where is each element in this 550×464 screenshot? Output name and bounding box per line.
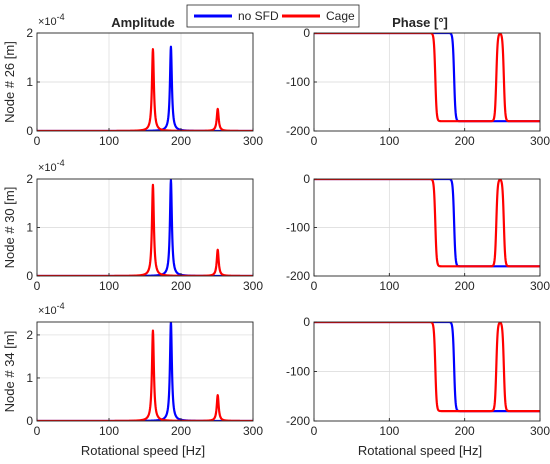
series-group	[37, 322, 253, 421]
grid	[36, 322, 254, 422]
x-tick-label: 200	[455, 134, 475, 148]
x-tick-label: 100	[379, 279, 399, 293]
grid	[36, 32, 254, 132]
xlabel-phase: Rotational speed [Hz]	[358, 443, 482, 458]
series-group	[37, 45, 253, 131]
y-tick-label: 1	[26, 371, 33, 385]
series-line-cage	[314, 179, 540, 268]
legend-box	[186, 4, 360, 28]
y-tick-label: 2	[26, 26, 33, 40]
x-tick-label: 300	[243, 424, 263, 438]
y-tick-label: 0	[303, 26, 310, 40]
x-tick-label: 100	[99, 279, 119, 293]
x-tick-label: 200	[171, 134, 191, 148]
series-line-cage	[37, 329, 253, 421]
x-tick-label: 100	[379, 424, 399, 438]
y-tick-label: -200	[286, 269, 310, 283]
panel-4: 0 100 200 300 0 -100 -200	[286, 172, 550, 293]
grid	[36, 178, 254, 277]
x-tick-label: 100	[379, 134, 399, 148]
x-tick-label: 300	[243, 279, 263, 293]
x-tick-label: 0	[311, 134, 318, 148]
x-tick-label: 200	[171, 279, 191, 293]
y-tick-label: -100	[286, 75, 310, 89]
x-tick-label: 300	[530, 134, 550, 148]
panel-5: 0 100 200 300 0 1 2 Node # 34 [m] ×10-4	[2, 301, 263, 438]
y-exponent-label: ×10-4	[38, 12, 65, 28]
y-tick-label: -200	[286, 124, 310, 138]
series-line-no-sfd	[37, 322, 253, 421]
panel-6: 0 100 200 300 0 -100 -200	[286, 315, 550, 438]
amplitude-title: Amplitude	[111, 15, 175, 30]
y-exponent-power: -4	[57, 158, 65, 168]
x-tick-label: 200	[171, 424, 191, 438]
y-tick-label: 2	[26, 328, 33, 342]
series-line-cage	[37, 48, 253, 131]
series-line-cage	[314, 33, 540, 123]
y-exponent-power: -4	[57, 12, 65, 22]
y-axis-label: Node # 30 [m]	[2, 187, 17, 269]
xlabel-amplitude: Rotational speed [Hz]	[81, 443, 205, 458]
y-axis-label: Node # 34 [m]	[2, 331, 17, 413]
y-tick-label: 2	[26, 172, 33, 186]
y-exponent-power: -4	[57, 301, 65, 311]
x-tick-label: 200	[455, 279, 475, 293]
series-group	[37, 179, 253, 276]
axes-box	[36, 321, 254, 422]
series-line-no-sfd	[314, 33, 540, 123]
y-axis-label: Node # 26 [m]	[2, 41, 17, 123]
y-tick-label: 1	[26, 75, 33, 89]
panel-2: 0 100 200 300 0 -100 -200	[286, 26, 550, 148]
y-exponent-label: ×10-4	[38, 301, 65, 317]
y-tick-label: -100	[286, 221, 310, 235]
x-tick-label: 0	[34, 424, 41, 438]
x-tick-label: 0	[311, 424, 318, 438]
y-exponent-label: ×10-4	[38, 158, 65, 174]
y-tick-label: 0	[303, 172, 310, 186]
x-tick-label: 100	[99, 134, 119, 148]
x-tick-label: 300	[530, 424, 550, 438]
series-group	[314, 322, 540, 413]
series-line-cage	[314, 322, 540, 413]
series-group	[314, 179, 540, 268]
y-tick-label: 1	[26, 221, 33, 235]
x-tick-label: 300	[530, 279, 550, 293]
x-tick-label: 100	[99, 424, 119, 438]
legend: no SFD Cage	[186, 4, 360, 28]
legend-label-no-sfd: no SFD	[238, 9, 279, 23]
y-tick-label: 0	[26, 414, 33, 428]
x-tick-label: 0	[311, 279, 318, 293]
series-line-cage	[37, 183, 253, 276]
panel-1: 0 100 200 300 0 1 2 Node # 26 [m] ×10-4	[2, 12, 263, 148]
phase-title: Phase [°]	[392, 15, 448, 30]
x-tick-label: 300	[243, 134, 263, 148]
legend-label-cage: Cage	[326, 9, 355, 23]
series-line-no-sfd	[314, 179, 540, 268]
panel-3: 0 100 200 300 0 1 2 Node # 30 [m] ×10-4	[2, 158, 263, 293]
x-tick-label: 200	[455, 424, 475, 438]
series-group	[314, 33, 540, 123]
series-line-no-sfd	[314, 322, 540, 413]
y-tick-label: 0	[303, 315, 310, 329]
x-tick-label: 0	[34, 134, 41, 148]
series-line-no-sfd	[37, 179, 253, 276]
y-tick-label: 0	[26, 269, 33, 283]
y-tick-label: 0	[26, 124, 33, 138]
x-tick-label: 0	[34, 279, 41, 293]
y-tick-label: -200	[286, 414, 310, 428]
y-tick-label: -100	[286, 365, 310, 379]
series-line-no-sfd	[37, 45, 253, 131]
